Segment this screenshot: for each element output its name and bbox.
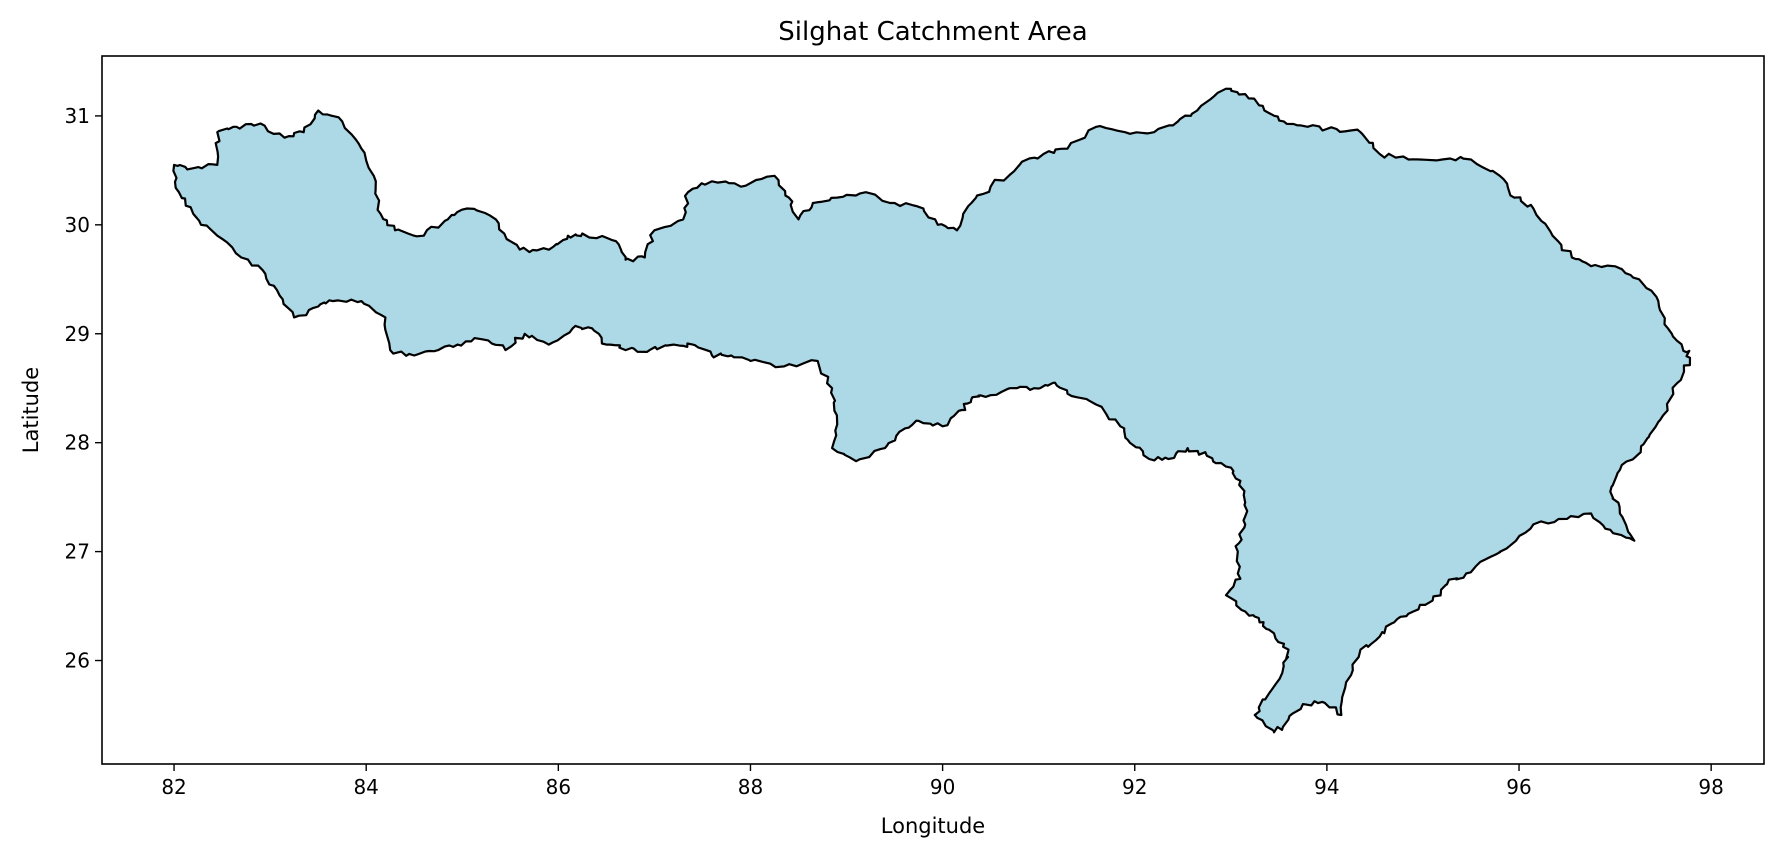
x-tick-label: 94 (1314, 775, 1339, 799)
y-tick-label: 29 (65, 322, 90, 346)
x-tick-label: 86 (546, 775, 571, 799)
map-title: Silghat Catchment Area (778, 17, 1087, 47)
x-tick-label: 90 (930, 775, 955, 799)
y-tick-label: 27 (65, 540, 90, 564)
x-axis-label: Longitude (881, 814, 985, 838)
x-axis-ticks: 82 84 86 88 90 92 94 96 98 (161, 764, 1724, 799)
x-tick-label: 88 (738, 775, 763, 799)
x-tick-label: 82 (161, 775, 186, 799)
y-axis-label: Latitude (19, 367, 43, 453)
y-tick-label: 31 (65, 104, 90, 128)
x-tick-label: 96 (1506, 775, 1531, 799)
y-tick-label: 26 (65, 649, 90, 673)
plot-area (101, 55, 1765, 765)
y-tick-label: 28 (65, 431, 90, 455)
y-axis-ticks: 26 27 28 29 30 31 (65, 104, 102, 673)
y-tick-label: 30 (65, 213, 90, 237)
x-tick-label: 98 (1698, 775, 1723, 799)
x-tick-label: 84 (353, 775, 378, 799)
catchment-polygon (172, 87, 1692, 734)
x-tick-label: 92 (1122, 775, 1147, 799)
axes-frame (101, 55, 1765, 765)
